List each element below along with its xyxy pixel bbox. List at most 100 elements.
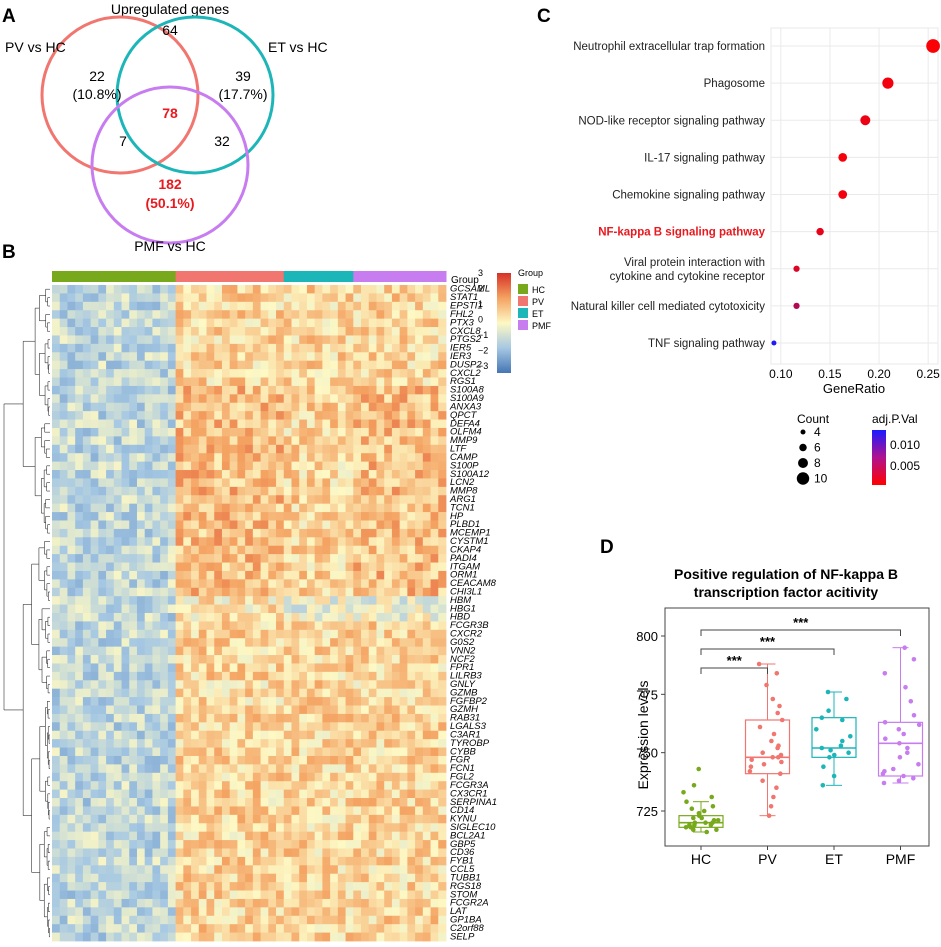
heatmap-cell <box>98 747 107 757</box>
heatmap-cell <box>407 318 416 328</box>
heatmap-cell <box>384 385 393 395</box>
heatmap-cell <box>314 343 323 353</box>
heatmap-cell <box>430 327 439 336</box>
group-bar-et <box>283 271 354 282</box>
heatmap-cell <box>167 663 177 673</box>
heatmap-cell <box>276 411 285 420</box>
heatmap-cell <box>322 318 331 328</box>
heatmap-cell <box>221 764 231 774</box>
heatmap-cell <box>252 411 261 420</box>
heatmap-cell <box>368 747 377 757</box>
heatmap-cell <box>330 739 339 748</box>
heatmap-cell <box>438 840 447 849</box>
heatmap-cell <box>229 705 238 715</box>
heatmap-cell <box>368 596 377 605</box>
heatmap-cell <box>337 360 346 370</box>
heatmap-cell <box>391 486 401 496</box>
heatmap-cell <box>276 840 285 849</box>
heatmap-cell <box>90 848 99 858</box>
heatmap-cell <box>144 554 153 563</box>
heatmap-cell <box>337 343 346 353</box>
heatmap-cell <box>167 369 177 378</box>
gene-label: CD14 <box>450 805 474 816</box>
heatmap-cell <box>183 419 192 429</box>
heatmap-cell <box>160 873 169 883</box>
heatmap-cell <box>237 478 246 488</box>
dotplot-x-tick: 0.25 <box>916 367 940 381</box>
heatmap-cell <box>129 453 138 463</box>
heatmap-cell <box>306 924 316 933</box>
heatmap-cell <box>82 907 92 917</box>
heatmap-cell <box>407 856 416 866</box>
heatmap-cell <box>361 831 370 841</box>
heatmap-cell <box>415 570 424 580</box>
gene-label: TYROBP <box>450 738 490 749</box>
heatmap-cell <box>252 394 261 404</box>
heatmap-cell <box>129 638 138 648</box>
heatmap-cell <box>438 915 447 925</box>
boxplot-significance: ********* <box>700 615 901 674</box>
heatmap-cell <box>245 823 254 833</box>
heatmap-cell <box>330 713 339 723</box>
heatmap-cell <box>191 823 200 833</box>
heatmap-cell <box>206 621 215 631</box>
heatmap-cell <box>214 831 223 841</box>
heatmap-cell <box>198 856 207 866</box>
heatmap-cell <box>314 293 323 303</box>
heatmap-cell <box>214 293 223 303</box>
heatmap-cell <box>384 470 393 479</box>
heatmap-cell <box>67 848 76 858</box>
heatmap-cell <box>306 453 316 463</box>
heatmap-cell <box>368 537 377 547</box>
heatmap-cell <box>113 503 122 513</box>
heatmap-cell <box>276 798 285 807</box>
heatmap-cell <box>214 840 223 849</box>
heatmap-cell <box>245 882 254 891</box>
heatmap-cell <box>306 739 316 748</box>
heatmap-cell <box>330 856 339 866</box>
boxplot-point <box>897 755 903 760</box>
heatmap-cell <box>430 739 439 748</box>
venn-circle-et <box>115 15 275 175</box>
heatmap-cell <box>144 327 153 336</box>
heatmap-cell <box>368 453 377 463</box>
heatmap-cell <box>237 444 246 454</box>
heatmap-cell <box>399 730 408 740</box>
heatmap-cell <box>399 562 408 572</box>
heatmap-cell <box>144 562 153 572</box>
heatmap-cell <box>67 680 76 690</box>
heatmap-cell <box>422 722 431 732</box>
heatmap-cell <box>322 512 331 521</box>
heatmap-cell <box>67 579 76 589</box>
heatmap-cell <box>52 697 61 706</box>
heatmap-cell <box>59 873 68 883</box>
heatmap-cell <box>260 924 269 933</box>
heatmap-cell <box>306 537 316 547</box>
heatmap-cell <box>206 402 215 412</box>
heatmap-cell <box>415 377 424 387</box>
heatmap-cell <box>438 688 447 698</box>
gene-label: FCGR2A <box>450 898 489 909</box>
heatmap-cell <box>67 764 76 774</box>
heatmap-cell <box>191 840 200 849</box>
heatmap-cell <box>260 301 269 311</box>
heatmap-cell <box>75 924 84 933</box>
heatmap-cell <box>260 411 269 420</box>
heatmap-cell <box>415 722 424 732</box>
heatmap-cell <box>337 470 346 479</box>
heatmap-cell <box>276 655 285 664</box>
heatmap-cell <box>237 680 246 690</box>
heatmap-cell <box>113 890 122 900</box>
heatmap-cell <box>268 453 277 463</box>
heatmap-cell <box>330 697 339 706</box>
boxplot-point <box>696 811 702 816</box>
heatmap-cell <box>345 385 354 395</box>
heatmap-cell <box>283 545 292 555</box>
heatmap-cell <box>245 579 254 589</box>
heatmap-cell <box>121 478 130 488</box>
heatmap-cell <box>113 764 122 774</box>
boxplot-point <box>778 771 783 776</box>
heatmap-cell <box>268 419 277 429</box>
heatmap-cell <box>75 385 84 395</box>
heatmap-cell <box>391 713 401 723</box>
